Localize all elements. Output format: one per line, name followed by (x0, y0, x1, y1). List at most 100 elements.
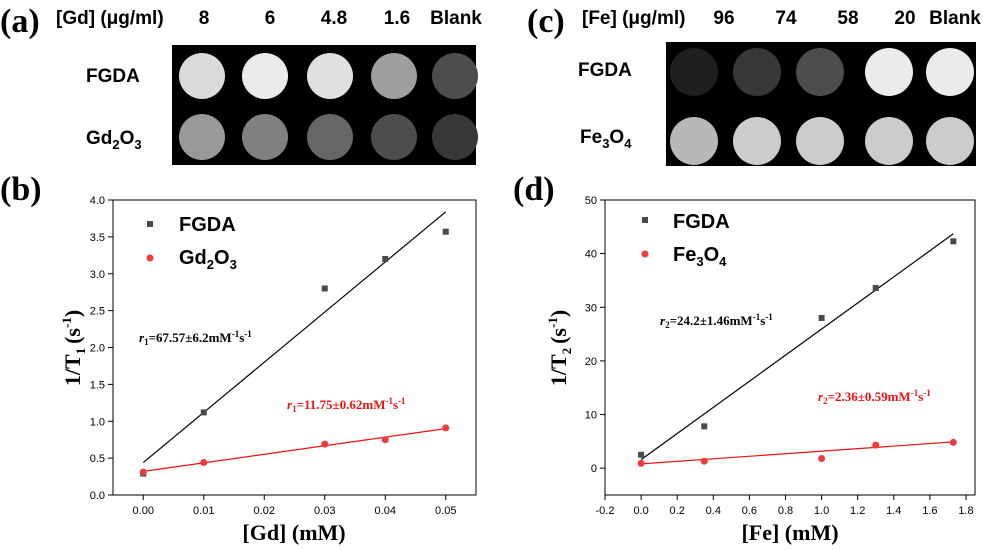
panel-a-col-4: Blank (430, 8, 482, 29)
chart-d-xtick-label-8: 1.4 (886, 505, 901, 517)
chart-b-ytick-label-1: 0.5 (90, 453, 105, 465)
chart-d-xtick-label-3: 0.4 (706, 505, 721, 517)
chart-d-point-fe3o4-0 (637, 459, 645, 467)
chart-d: (d) -0.2 0.0 0.2 0.4 0.6 0.8 1.0 1.2 1.4 1.6 1.8 0 1… (513, 171, 976, 545)
panel-c-well-r1-c4 (926, 117, 974, 165)
chart-d-point-fe3o4-4 (949, 438, 957, 446)
chart-b-ytick-label-5: 2.5 (90, 306, 105, 318)
panel-c-well-r0-c2 (796, 48, 844, 96)
chart-b-point-fgda-3 (382, 256, 389, 262)
chart-b-ytick-label-7: 3.5 (90, 232, 105, 244)
panel-c-header: [Fe] (μg/ml) (582, 8, 685, 29)
panel-c-well-r0-c1 (733, 48, 781, 96)
panel-a-row-1-label: Gd2O3 (86, 128, 142, 152)
chart-b-point-fgda-2 (321, 285, 328, 292)
chart-b-fit-line-fgda (142, 211, 447, 464)
chart-d-fit-line-fe3o4 (641, 441, 954, 465)
chart-d-fit-line-fgda (640, 233, 954, 461)
chart-b-plot-frame (112, 199, 477, 496)
chart-d-xtick-label-2: 0.2 (670, 505, 685, 517)
panel-c-row-0-label: FGDA (578, 60, 632, 81)
chart-d-annotation-fe3o4: r2=2.36±0.59mM-1s-1 (818, 388, 931, 406)
panel-c-well-r1-c0 (670, 117, 718, 165)
chart-b: (b) 0.00 0.01 0.02 0.03 0.04 0.05 0.0 0.5 1.0 1.5… (0, 171, 477, 545)
panel-a-col-2: 4.8 (321, 8, 347, 29)
chart-b-ylabel: 1/T1(s-1) (59, 310, 88, 386)
chart-b-annotation-gd2o3: r1=11.75±0.62mM-1s-1 (287, 396, 406, 414)
chart-d-point-fe3o4-1 (700, 457, 708, 465)
chart-b-point-gd2o3-2 (321, 440, 329, 448)
chart-b-point-fgda-4 (442, 228, 449, 235)
panel-c-well-r1-c3 (865, 117, 913, 165)
chart-b-ytick-label-3: 1.5 (90, 379, 105, 391)
chart-d-xtick-label-0: -0.2 (596, 505, 615, 517)
panel-a: (a) [Gd] (μg/ml) 8 6 4.8 1.6 Blank FGDA … (0, 3, 482, 165)
chart-d-legend-marker-fgda (642, 217, 648, 223)
chart-d-point-fgda-3 (872, 284, 879, 291)
panel-c-col-3: 20 (894, 8, 915, 29)
chart-d-point-fe3o4-3 (872, 441, 880, 449)
chart-d-point-fe3o4-2 (818, 455, 826, 463)
chart-d-xlabel: [Fe] (mM) (741, 520, 838, 545)
chart-d-point-fgda-0 (638, 451, 645, 458)
chart-b-point-gd2o3-4 (442, 424, 450, 432)
chart-d-xtick-label-9: 1.6 (922, 505, 937, 517)
panel-a-well-r1-c3 (371, 114, 417, 160)
panel-a-well-r1-c2 (307, 114, 353, 160)
panel-c-well-r0-c0 (670, 48, 718, 96)
chart-b-ytick-label-2: 1.0 (90, 416, 105, 428)
chart-b-legend-marker-fgda (147, 221, 153, 227)
panel-a-well-r0-c0 (179, 53, 225, 99)
chart-b-ytick-label-8: 4.0 (90, 195, 105, 207)
chart-b-ytick-label-6: 3.0 (90, 269, 105, 281)
panel-a-row-0-label: FGDA (86, 66, 140, 87)
panel-a-col-1: 6 (265, 8, 276, 29)
panel-c-col-2: 58 (837, 8, 858, 29)
chart-d-legend-fe3o4: Fe3O4 (673, 244, 727, 269)
chart-d-ylabel: 1/T2(s-1) (545, 310, 574, 386)
panel-c-well-r0-c3 (865, 48, 913, 96)
chart-d-xtick-label-6: 1.0 (814, 505, 829, 517)
panel-a-well-r0-c3 (371, 53, 417, 99)
chart-b-xtick-label-2: 0.02 (254, 505, 275, 517)
chart-d-plot-frame (604, 199, 976, 496)
chart-d-ytick-label-4: 40 (585, 249, 597, 261)
panel-a-well-r0-c1 (242, 53, 288, 99)
chart-d-ytick-label-5: 50 (585, 195, 597, 207)
chart-b-ytick-label-4: 2.0 (90, 343, 105, 355)
chart-d-xtick-label-1: 0.0 (633, 505, 648, 517)
chart-d-xtick-label-5: 0.8 (778, 505, 793, 517)
panel-c: (c) [Fe] (μg/ml) 96 74 58 20 Blank FGDA … (527, 3, 981, 166)
panel-a-well-r1-c0 (179, 114, 225, 160)
panel-c-col-4: Blank (929, 8, 981, 29)
chart-d-xtick-label-4: 0.6 (742, 505, 757, 517)
chart-b-point-gd2o3-3 (381, 436, 389, 444)
chart-b-legend-gd2o3: Gd2O3 (179, 247, 237, 272)
panel-a-col-0: 8 (199, 8, 210, 29)
panel-a-well-r0-c2 (307, 53, 353, 99)
panel-a-well-r1-c1 (242, 114, 288, 160)
panel-a-well-r0-c4 (432, 53, 478, 99)
panel-c-col-1: 74 (775, 8, 797, 29)
chart-d-xtick-label-10: 1.8 (958, 505, 973, 517)
chart-d-ytick-label-1: 10 (585, 410, 597, 422)
panel-c-row-1-label: Fe3O4 (580, 127, 632, 151)
chart-b-fit-line-gd2o3 (143, 428, 446, 472)
chart-b-legend-fgda: FGDA (179, 214, 236, 236)
chart-b-point-gd2o3-0 (139, 468, 147, 476)
chart-d-point-fgda-2 (818, 315, 825, 321)
chart-b-point-fgda-1 (200, 409, 207, 416)
panel-c-well-r1-c2 (796, 117, 844, 165)
panel-a-well-r1-c4 (432, 114, 478, 160)
chart-b-xlabel: [Gd] (mM) (242, 520, 345, 545)
chart-d-ytick-label-2: 20 (585, 356, 597, 368)
panel-a-col-3: 1.6 (384, 8, 410, 29)
chart-b-label: (b) (0, 171, 42, 208)
chart-d-point-fgda-1 (701, 423, 708, 430)
chart-d-legend-marker-fe3o4 (641, 250, 649, 258)
chart-d-annotation-fgda: r2=24.2±1.46mM-1s-1 (660, 312, 773, 330)
chart-b-ytick-label-0: 0.0 (90, 490, 105, 502)
chart-b-point-gd2o3-1 (200, 459, 208, 467)
chart-b-xtick-label-4: 0.04 (375, 505, 396, 517)
